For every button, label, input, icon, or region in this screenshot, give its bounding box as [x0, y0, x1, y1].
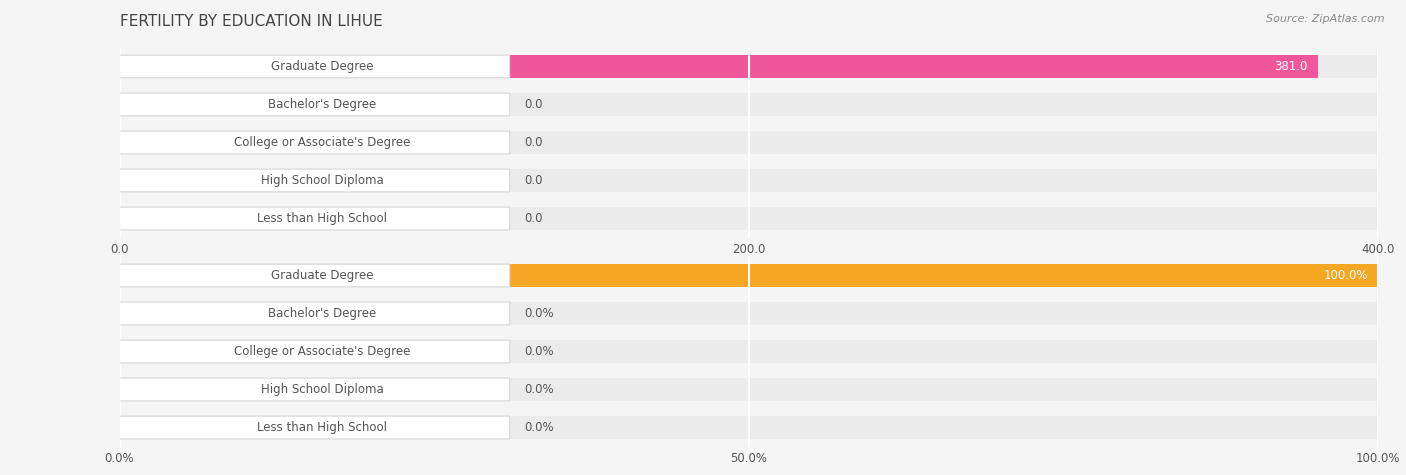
Text: FERTILITY BY EDUCATION IN LIHUE: FERTILITY BY EDUCATION IN LIHUE — [120, 14, 382, 29]
Bar — [120, 55, 1317, 78]
Text: 0.0%: 0.0% — [524, 421, 554, 434]
Bar — [120, 302, 1378, 325]
FancyBboxPatch shape — [120, 169, 509, 192]
FancyBboxPatch shape — [120, 55, 509, 78]
FancyBboxPatch shape — [120, 340, 510, 363]
Text: 381.0: 381.0 — [1275, 60, 1308, 73]
FancyBboxPatch shape — [120, 302, 510, 325]
Text: Graduate Degree: Graduate Degree — [271, 60, 374, 73]
Text: High School Diploma: High School Diploma — [262, 383, 384, 396]
Bar — [120, 340, 1378, 363]
Text: 0.0: 0.0 — [524, 212, 543, 225]
Bar — [120, 207, 1378, 230]
Text: College or Associate's Degree: College or Associate's Degree — [235, 136, 411, 149]
Text: Less than High School: Less than High School — [257, 421, 388, 434]
Text: Less than High School: Less than High School — [257, 212, 388, 225]
Bar — [120, 264, 1378, 287]
Bar — [120, 264, 1378, 287]
Bar — [120, 416, 1378, 439]
FancyBboxPatch shape — [120, 378, 510, 401]
Text: 0.0%: 0.0% — [524, 345, 554, 358]
Text: 0.0%: 0.0% — [524, 383, 554, 396]
FancyBboxPatch shape — [120, 207, 509, 230]
Text: 0.0%: 0.0% — [524, 307, 554, 320]
Text: High School Diploma: High School Diploma — [262, 174, 384, 187]
Text: 0.0: 0.0 — [524, 136, 543, 149]
Bar — [120, 131, 1378, 154]
Bar — [120, 55, 1378, 78]
Text: College or Associate's Degree: College or Associate's Degree — [235, 345, 411, 358]
FancyBboxPatch shape — [120, 264, 510, 287]
Text: 100.0%: 100.0% — [1323, 269, 1368, 282]
Text: Graduate Degree: Graduate Degree — [271, 269, 374, 282]
Bar — [120, 378, 1378, 401]
Text: Source: ZipAtlas.com: Source: ZipAtlas.com — [1267, 14, 1385, 24]
Bar — [120, 93, 1378, 116]
FancyBboxPatch shape — [120, 93, 509, 116]
Text: Bachelor's Degree: Bachelor's Degree — [269, 307, 377, 320]
FancyBboxPatch shape — [120, 131, 509, 154]
Text: 0.0: 0.0 — [524, 98, 543, 111]
Text: Bachelor's Degree: Bachelor's Degree — [269, 98, 377, 111]
FancyBboxPatch shape — [120, 416, 510, 439]
Text: 0.0: 0.0 — [524, 174, 543, 187]
Bar — [120, 169, 1378, 192]
